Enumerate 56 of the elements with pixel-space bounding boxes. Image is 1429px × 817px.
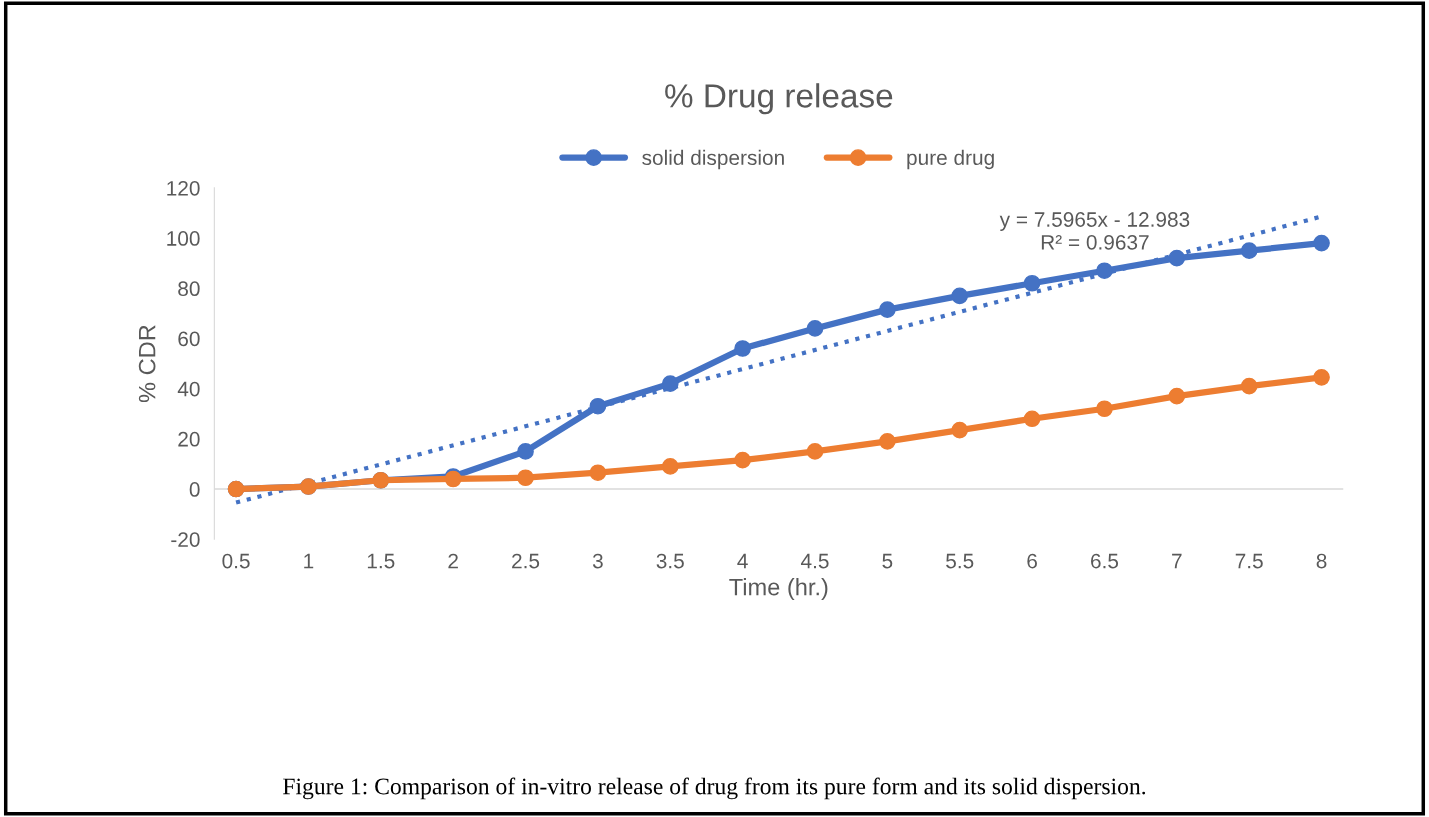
- y-tick-label: 80: [178, 281, 200, 297]
- x-tick-label: 0.5: [222, 553, 250, 569]
- point: [1313, 369, 1330, 386]
- x-tick-label: 1: [304, 553, 314, 569]
- x-tick-label: 6.5: [1091, 553, 1119, 569]
- point: [1240, 242, 1258, 259]
- point: [951, 421, 969, 439]
- x-tick-label: 5: [882, 553, 893, 569]
- point: [661, 375, 679, 392]
- y-tick-label: -20: [171, 532, 200, 547]
- point: [1096, 262, 1113, 280]
- point: [589, 397, 607, 415]
- point: [951, 287, 969, 305]
- x-tick-label: 2.5: [512, 553, 540, 569]
- point: [806, 443, 824, 460]
- x-tick-label: 7.5: [1235, 553, 1263, 569]
- x-tick-label: 3: [592, 553, 603, 569]
- y-tick-label: 60: [178, 331, 200, 347]
- point: [1096, 400, 1113, 418]
- point: [1168, 387, 1186, 405]
- point: [661, 458, 679, 475]
- point: [589, 464, 607, 482]
- point: [879, 301, 896, 318]
- legend-label: solid dispersion: [642, 149, 784, 170]
- point: [879, 433, 896, 450]
- point: [1313, 234, 1330, 252]
- point: [1023, 274, 1041, 292]
- x-axis-title: Time (hr.): [729, 578, 828, 601]
- y-tick-label: 100: [167, 231, 200, 246]
- y-tick-label: 40: [177, 381, 200, 397]
- point: [1023, 410, 1041, 428]
- x-tick-label: 6: [1027, 553, 1037, 569]
- x-tick-label: 8: [1316, 553, 1327, 569]
- chart-title: % Drug release: [665, 83, 893, 115]
- x-tick-label: 4: [737, 553, 748, 569]
- point: [517, 469, 534, 487]
- legend-label: pure drug: [907, 149, 994, 170]
- x-tick-label: 7: [1172, 553, 1182, 569]
- x-tick-label: 3.5: [656, 553, 684, 569]
- point: [806, 320, 824, 337]
- point: [1240, 377, 1258, 395]
- y-tick-label: 0: [189, 482, 200, 497]
- point: [1168, 249, 1186, 267]
- y-tick-label: 120: [167, 180, 200, 196]
- x-tick-label: 5.5: [946, 553, 974, 569]
- y-axis-title: % CDR: [138, 325, 156, 403]
- x-tick-label: 1.5: [367, 553, 395, 569]
- y-tick-label: 20: [178, 431, 200, 447]
- point: [517, 443, 534, 460]
- annotation: y = 7.5965x - 12.983: [999, 212, 1190, 231]
- point: [734, 451, 751, 469]
- caption: Figure 1: Comparison of in-vitro release of drug from its pure form and its solid dispersion.: [283, 777, 1146, 800]
- x-tick-label: 2: [448, 553, 458, 569]
- annotation: R² = 0.9637: [1041, 234, 1149, 250]
- point: [734, 340, 751, 357]
- x-tick-label: 4.5: [800, 553, 829, 569]
